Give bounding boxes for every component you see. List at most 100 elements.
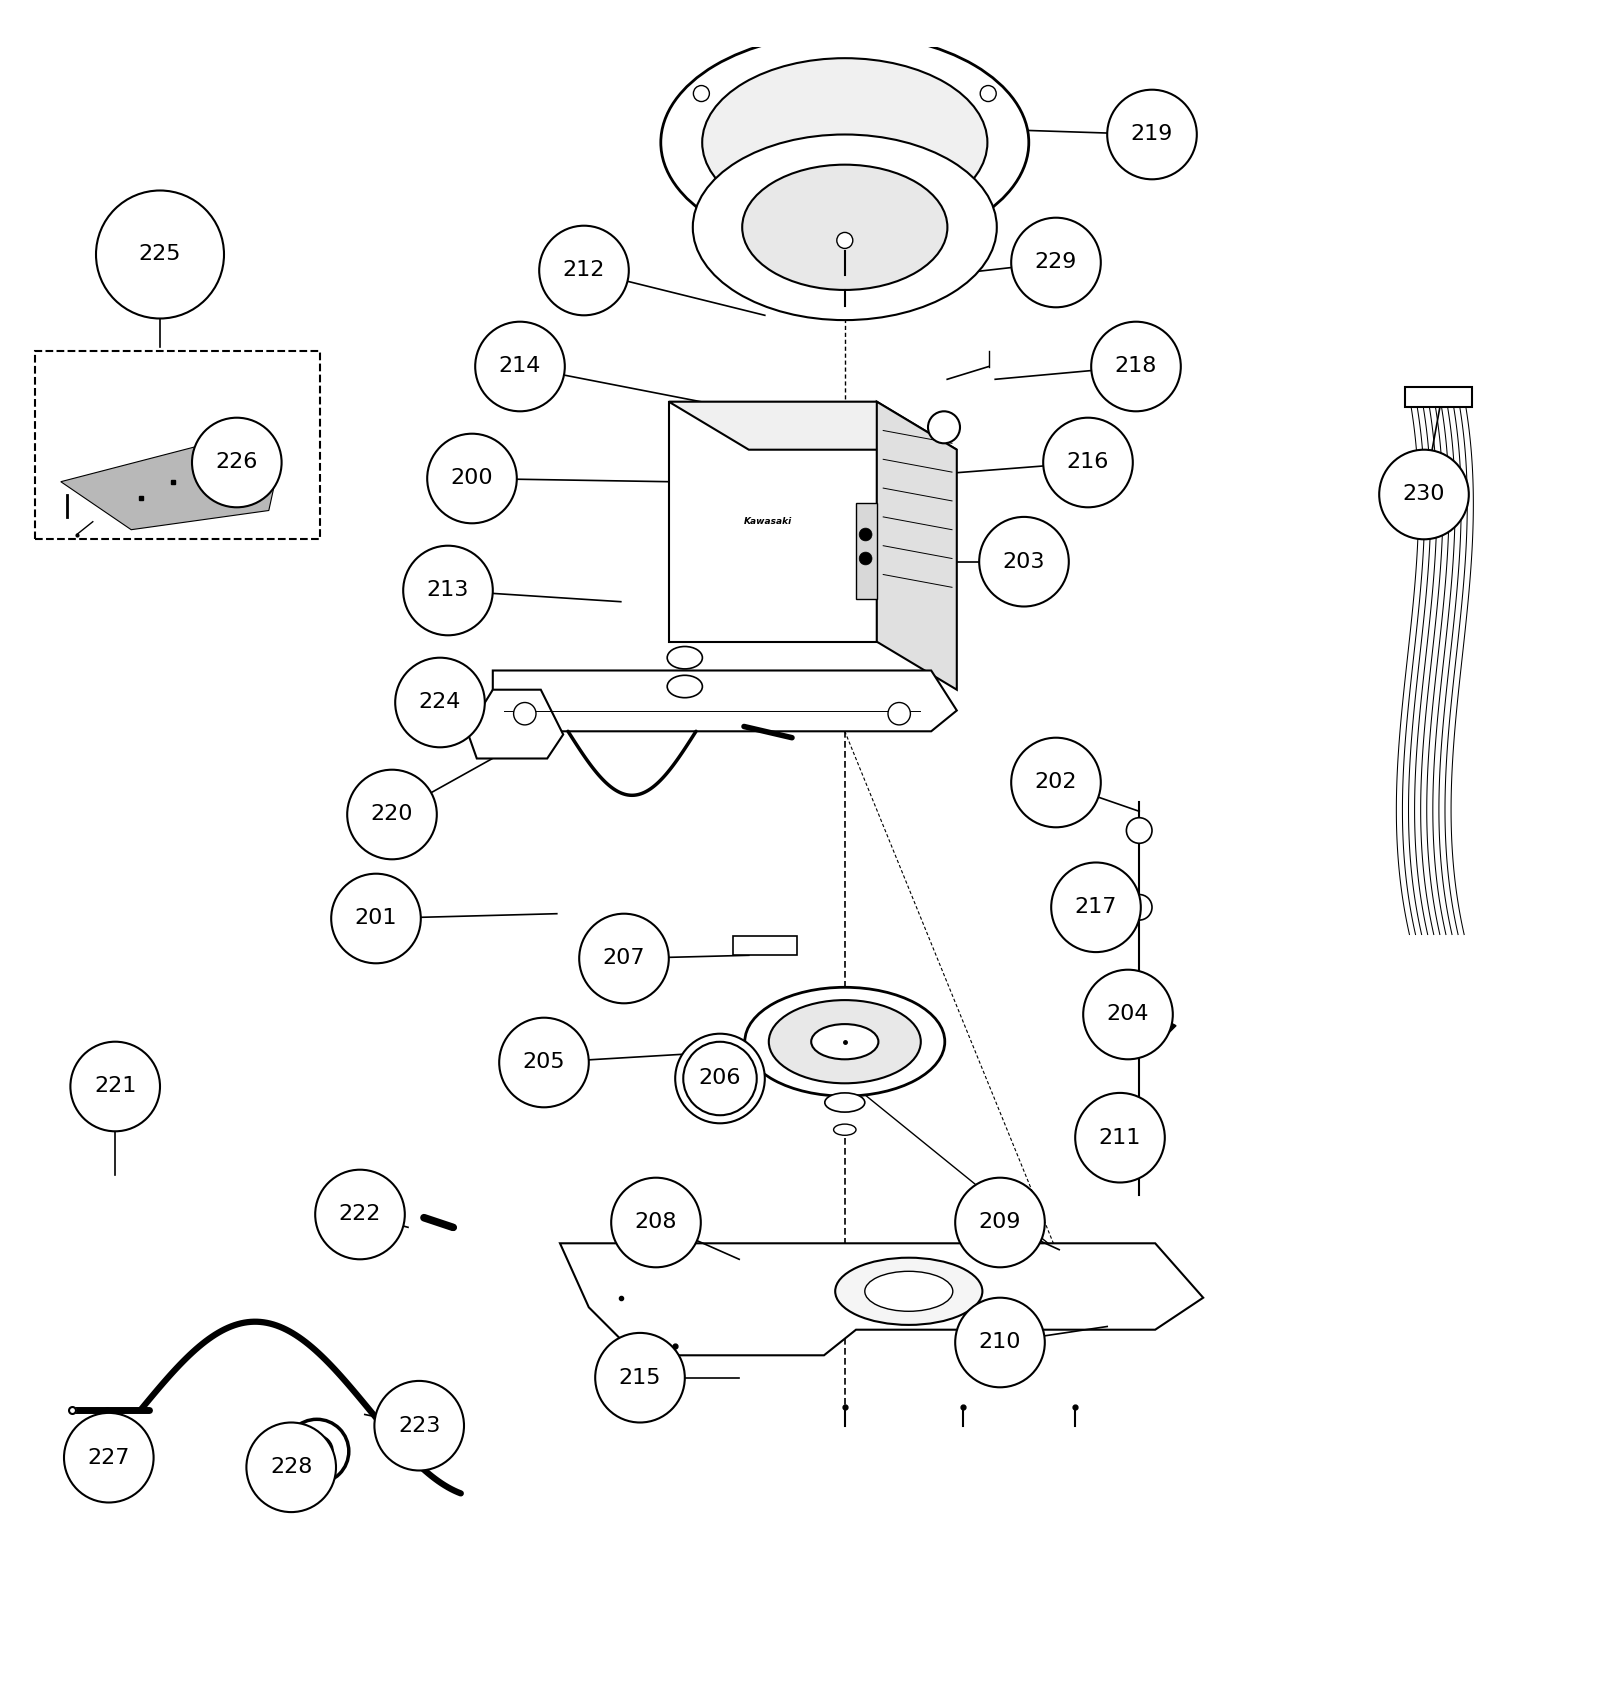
Circle shape [579, 914, 669, 1004]
Circle shape [1379, 450, 1469, 540]
Circle shape [888, 703, 910, 725]
Ellipse shape [826, 1094, 866, 1112]
Text: 206: 206 [699, 1068, 741, 1089]
Text: 221: 221 [94, 1077, 136, 1097]
Ellipse shape [667, 676, 702, 698]
Text: 200: 200 [451, 469, 493, 489]
Ellipse shape [693, 134, 997, 320]
Text: 214: 214 [499, 357, 541, 376]
Text: 219: 219 [1131, 125, 1173, 144]
Polygon shape [560, 1243, 1203, 1356]
Text: 217: 217 [1075, 897, 1117, 918]
Circle shape [1107, 90, 1197, 179]
Circle shape [70, 1041, 160, 1131]
Text: 212: 212 [563, 261, 605, 281]
Polygon shape [877, 401, 957, 689]
Circle shape [315, 1170, 405, 1260]
Polygon shape [669, 401, 957, 450]
Text: 223: 223 [398, 1415, 440, 1436]
Text: 215: 215 [619, 1368, 661, 1388]
Circle shape [979, 516, 1069, 606]
Circle shape [859, 528, 872, 540]
Circle shape [403, 545, 493, 635]
Text: 211: 211 [1099, 1128, 1141, 1148]
Bar [35, 350, 320, 540]
Circle shape [1126, 818, 1152, 843]
Text: 208: 208 [635, 1212, 677, 1233]
Circle shape [1011, 218, 1101, 308]
Circle shape [675, 1034, 765, 1122]
Ellipse shape [742, 164, 947, 290]
Circle shape [837, 232, 853, 249]
Polygon shape [467, 689, 563, 758]
Text: 225: 225 [139, 244, 181, 264]
Polygon shape [669, 401, 877, 642]
Text: 203: 203 [1003, 552, 1045, 572]
Text: 228: 228 [270, 1458, 312, 1478]
Ellipse shape [770, 1001, 922, 1084]
Text: 230: 230 [1403, 484, 1445, 505]
Ellipse shape [864, 1271, 954, 1312]
Text: 205: 205 [523, 1053, 565, 1072]
Circle shape [611, 1178, 701, 1268]
Ellipse shape [834, 1124, 856, 1136]
Circle shape [192, 418, 282, 508]
Circle shape [1083, 970, 1173, 1060]
Circle shape [374, 1381, 464, 1471]
Circle shape [955, 1299, 1045, 1387]
Circle shape [1043, 418, 1133, 508]
Polygon shape [856, 503, 877, 599]
Text: 216: 216 [1067, 452, 1109, 472]
Text: Kawasaki: Kawasaki [744, 516, 792, 527]
Circle shape [539, 225, 629, 315]
Circle shape [96, 191, 224, 318]
Polygon shape [1120, 1014, 1176, 1046]
Ellipse shape [746, 987, 946, 1095]
Ellipse shape [811, 1024, 878, 1060]
Text: 201: 201 [355, 909, 397, 928]
Text: 224: 224 [419, 692, 461, 713]
Circle shape [1126, 894, 1152, 919]
Circle shape [595, 1332, 685, 1422]
Circle shape [499, 1017, 589, 1107]
Ellipse shape [661, 34, 1029, 251]
Circle shape [1051, 862, 1141, 951]
Ellipse shape [702, 58, 987, 227]
Text: 218: 218 [1115, 357, 1157, 376]
Circle shape [347, 770, 437, 860]
Circle shape [285, 1419, 349, 1483]
Circle shape [64, 1414, 154, 1502]
Text: 210: 210 [979, 1332, 1021, 1353]
Text: 209: 209 [979, 1212, 1021, 1233]
Text: 204: 204 [1107, 1004, 1149, 1024]
Circle shape [427, 433, 517, 523]
Circle shape [514, 703, 536, 725]
Circle shape [1011, 738, 1101, 828]
Circle shape [955, 1178, 1045, 1268]
Text: 202: 202 [1035, 772, 1077, 792]
Ellipse shape [667, 647, 702, 669]
Bar [1405, 388, 1472, 406]
Circle shape [928, 411, 960, 444]
Polygon shape [493, 670, 957, 731]
Text: 213: 213 [427, 581, 469, 601]
Circle shape [1075, 1094, 1165, 1182]
Text: 229: 229 [1035, 252, 1077, 273]
Circle shape [475, 322, 565, 411]
Bar [733, 936, 797, 955]
Text: 220: 220 [371, 804, 413, 824]
Circle shape [331, 874, 421, 963]
Text: 227: 227 [88, 1448, 130, 1468]
Circle shape [301, 1436, 333, 1468]
Circle shape [693, 86, 709, 102]
Text: 207: 207 [603, 948, 645, 968]
Circle shape [246, 1422, 336, 1512]
Text: 222: 222 [339, 1204, 381, 1224]
Circle shape [1126, 1002, 1152, 1028]
Circle shape [859, 552, 872, 565]
Circle shape [981, 86, 997, 102]
Polygon shape [61, 438, 280, 530]
Circle shape [1091, 322, 1181, 411]
Circle shape [1126, 1114, 1152, 1139]
Circle shape [395, 657, 485, 747]
